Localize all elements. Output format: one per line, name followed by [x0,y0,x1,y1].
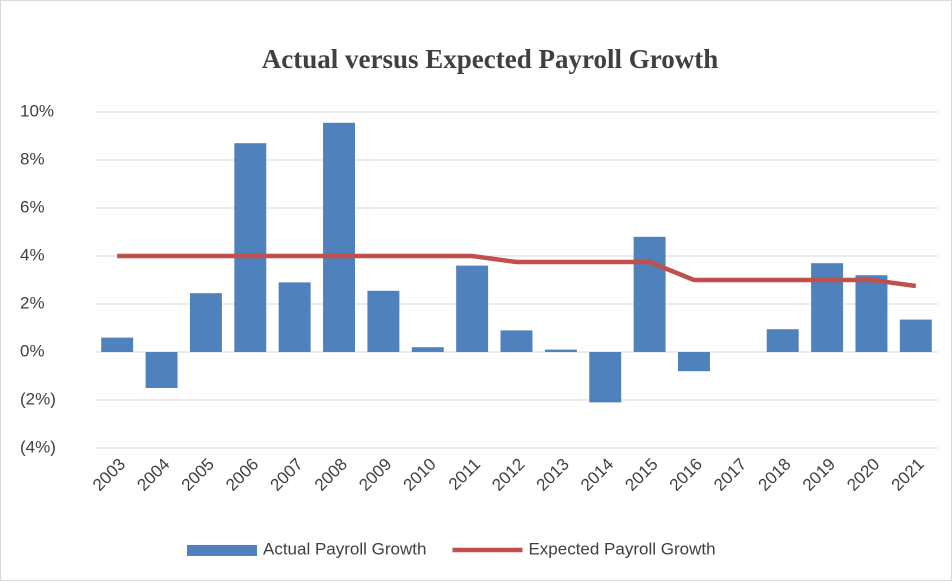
legend-swatch [187,545,257,556]
y-tick-label: 4% [20,245,45,264]
bar [633,236,666,352]
bar [456,265,489,352]
bar [101,337,134,352]
y-tick-label: (4%) [20,437,56,456]
y-tick-label: 10% [20,101,54,120]
bar [189,293,222,352]
y-tick-label: 8% [20,149,45,168]
y-tick-label: 0% [20,341,45,360]
legend-label: Expected Payroll Growth [528,539,715,558]
bar [544,349,577,352]
bar [855,275,888,352]
bar [234,143,267,352]
legend-label: Actual Payroll Growth [263,539,426,558]
y-tick-label: (2%) [20,389,56,408]
bar [500,330,533,352]
bar [589,352,622,403]
bar [766,329,799,352]
chart-title: Actual versus Expected Payroll Growth [262,44,718,74]
bar [411,347,444,352]
bar [323,122,355,352]
bar [811,263,844,352]
bar [145,352,178,388]
bar [278,282,311,352]
y-tick-label: 6% [20,197,45,216]
bar [899,319,932,352]
bar [678,352,710,372]
bar [367,290,400,352]
line [117,253,917,289]
y-tick-label: 2% [20,293,45,312]
